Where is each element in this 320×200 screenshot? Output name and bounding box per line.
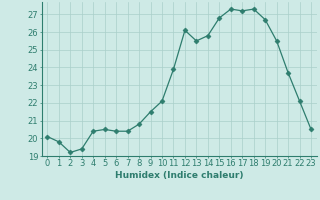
X-axis label: Humidex (Indice chaleur): Humidex (Indice chaleur) bbox=[115, 171, 244, 180]
